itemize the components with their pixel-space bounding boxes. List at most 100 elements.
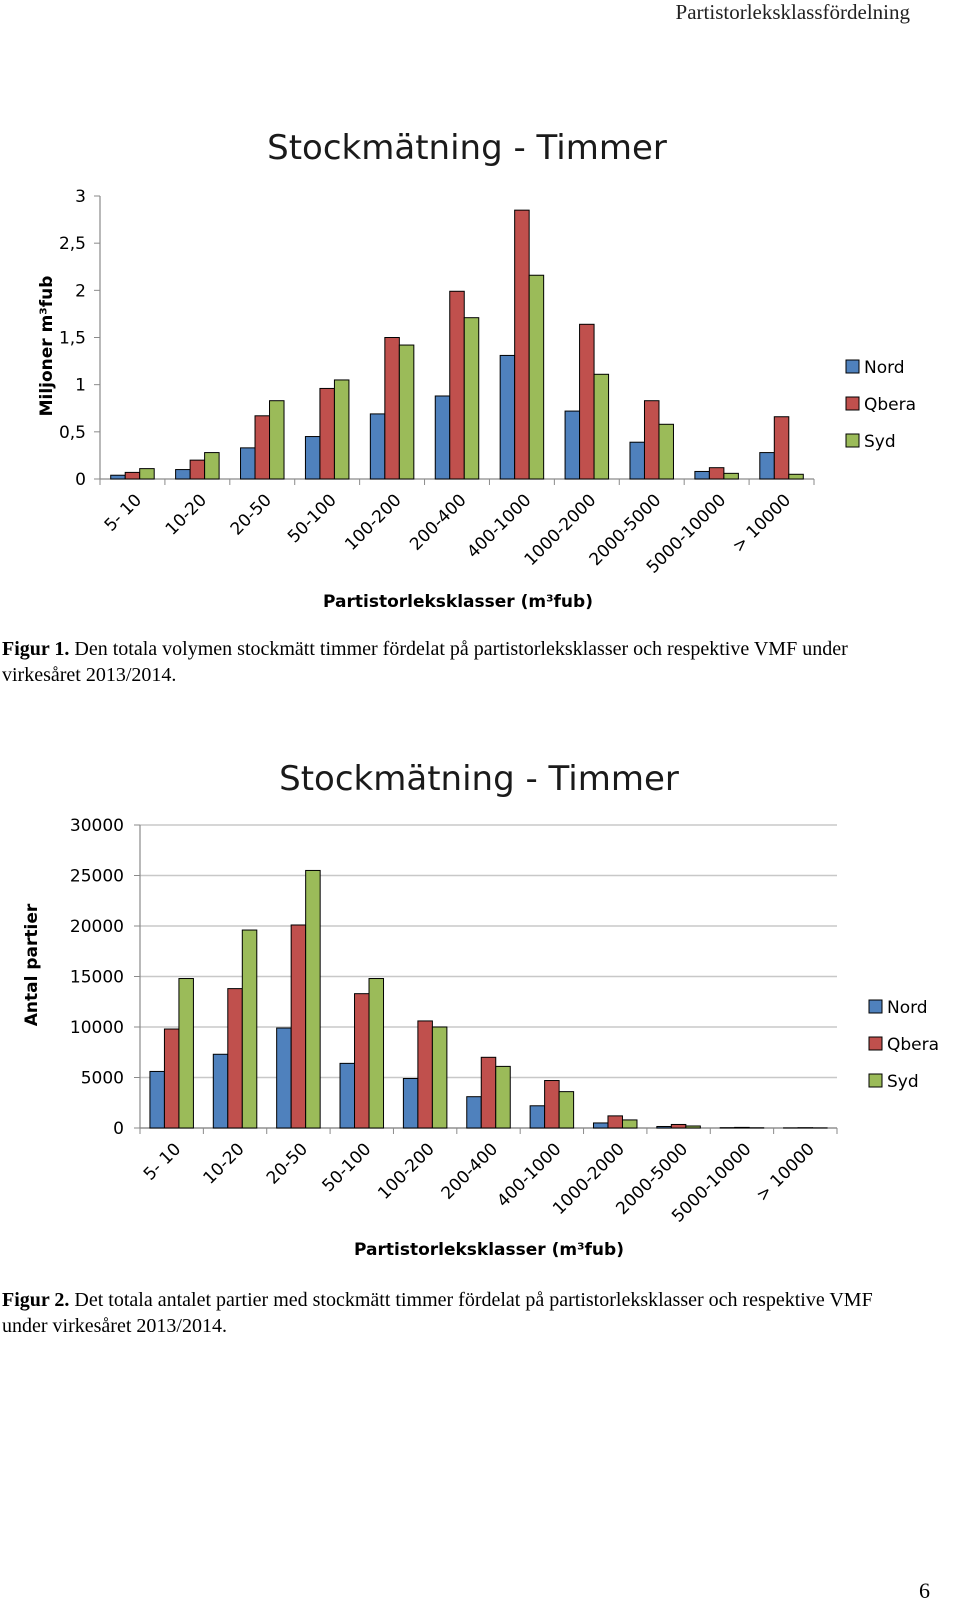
x-tick-label: 5- 10 xyxy=(140,1139,185,1184)
y-tick-label: 0 xyxy=(113,1119,124,1139)
bar-qbera xyxy=(607,1115,623,1129)
x-tick-label: > 10000 xyxy=(729,490,795,556)
x-tick-label: 50-100 xyxy=(284,490,341,547)
bar-qbera xyxy=(354,993,370,1129)
bar-syd xyxy=(528,274,545,480)
x-tick-label: 20-50 xyxy=(227,490,276,539)
bar-qbera xyxy=(670,1123,687,1129)
bar-nord xyxy=(369,413,386,480)
running-head: Partistorleksklassfördelning xyxy=(675,0,910,24)
legend-label-qbera: Qbera xyxy=(887,1035,939,1055)
x-tick-label: 10-20 xyxy=(200,1139,249,1188)
legend-label-nord: Nord xyxy=(864,358,905,378)
bar-syd xyxy=(178,978,194,1129)
figure-1-text: Den totala volymen stockmätt timmer förd… xyxy=(2,638,848,686)
legend-label-nord: Nord xyxy=(887,998,928,1018)
x-axis-title: Partistorleksklasser (m³fub) xyxy=(354,1240,624,1260)
bar-syd xyxy=(558,1091,575,1129)
bar-syd xyxy=(398,344,415,480)
bar-syd xyxy=(788,473,804,480)
figure-1-caption: Figur 1. Den totala volymen stockmätt ti… xyxy=(2,636,902,688)
y-tick-label: 1 xyxy=(75,376,86,396)
bar-nord xyxy=(629,441,645,480)
bar-nord xyxy=(592,1122,609,1129)
count-bar-chart: Stockmätning - Timmer Antal partier 0 5000 1… xyxy=(22,759,939,1260)
bar-nord xyxy=(564,410,581,480)
bar-qbera xyxy=(480,1056,497,1129)
chart-title: Stockmätning - Timmer xyxy=(279,759,679,799)
x-tick-label: 200-400 xyxy=(438,1139,502,1203)
bar-qbera xyxy=(163,1028,180,1129)
legend-label-qbera: Qbera xyxy=(864,395,916,415)
bar-qbera xyxy=(384,337,400,480)
bar-qbera xyxy=(254,415,271,480)
y-tick-label: 10000 xyxy=(70,1018,124,1038)
bar-nord xyxy=(694,470,710,480)
bar-syd xyxy=(431,1026,448,1129)
y-axis-title: Antal partier xyxy=(22,903,42,1026)
bar-qbera xyxy=(579,323,595,480)
bar-qbera xyxy=(773,416,790,480)
bar-nord xyxy=(304,436,321,480)
figure-2-caption: Figur 2. Det totala antalet partier med … xyxy=(2,1287,902,1339)
bar-syd xyxy=(621,1119,638,1129)
bar-nord xyxy=(434,395,451,480)
bar-nord xyxy=(499,354,516,480)
bar-syd xyxy=(368,978,385,1129)
y-tick-label: 30000 xyxy=(70,816,124,836)
y-axis-title: Miljoner m³fub xyxy=(37,276,57,417)
bar-syd xyxy=(723,472,739,480)
y-tick-label: 15000 xyxy=(70,968,124,988)
x-tick-label: 100-200 xyxy=(374,1139,438,1203)
bar-nord xyxy=(212,1053,229,1129)
bar-nord xyxy=(276,1027,292,1129)
legend-label-syd: Syd xyxy=(864,432,896,452)
bar-qbera xyxy=(514,209,530,480)
bar-nord xyxy=(240,447,256,480)
y-tick-label: 3 xyxy=(75,187,86,207)
bar-nord xyxy=(149,1070,165,1129)
y-tick-label: 1,5 xyxy=(59,329,86,349)
bar-syd xyxy=(685,1125,701,1129)
bar-syd xyxy=(495,1065,511,1129)
y-tick-label: 0 xyxy=(75,470,86,490)
bar-syd xyxy=(333,379,350,480)
legend-swatch-syd xyxy=(868,1073,883,1088)
bar-qbera xyxy=(417,1020,433,1129)
bar-syd xyxy=(269,400,285,480)
bar-nord xyxy=(656,1125,672,1129)
y-tick-label: 2 xyxy=(75,281,86,301)
y-tick-label: 25000 xyxy=(70,867,124,887)
bar-qbera xyxy=(449,290,465,480)
x-tick-label: 20-50 xyxy=(263,1139,312,1188)
x-tick-label: 10-20 xyxy=(162,490,211,539)
x-tick-label: 5- 10 xyxy=(101,490,146,535)
legend-swatch-qbera xyxy=(845,396,860,411)
figure-2-text: Det totala antalet partier med stockmätt… xyxy=(2,1289,873,1337)
bar-qbera xyxy=(290,924,307,1129)
bar-qbera xyxy=(319,387,335,480)
bar-syd xyxy=(139,468,155,480)
bar-qbera xyxy=(227,988,243,1129)
bar-syd xyxy=(593,373,610,480)
legend-swatch-syd xyxy=(845,433,860,448)
bar-nord xyxy=(402,1078,419,1129)
bar-qbera xyxy=(124,471,141,480)
bar-nord xyxy=(466,1096,482,1129)
bar-nord xyxy=(339,1062,356,1129)
y-tick-label: 2,5 xyxy=(59,234,86,254)
x-tick-label: 50-100 xyxy=(319,1139,376,1196)
bar-nord xyxy=(175,469,191,480)
bar-nord xyxy=(759,452,775,480)
x-tick-label: > 10000 xyxy=(753,1139,819,1205)
legend-swatch-nord xyxy=(845,359,860,374)
legend-label-syd: Syd xyxy=(887,1072,919,1092)
bar-nord xyxy=(529,1105,546,1129)
volume-bar-chart: Stockmätning - Timmer Miljoner m³fub 0 0,5 1… xyxy=(37,128,916,612)
figure-2-label: Figur 2. xyxy=(2,1289,70,1311)
bar-syd xyxy=(241,929,258,1129)
bar-syd xyxy=(204,452,220,480)
bar-qbera xyxy=(643,400,660,480)
bar-syd xyxy=(658,423,674,480)
y-tick-label: 5000 xyxy=(81,1069,124,1089)
